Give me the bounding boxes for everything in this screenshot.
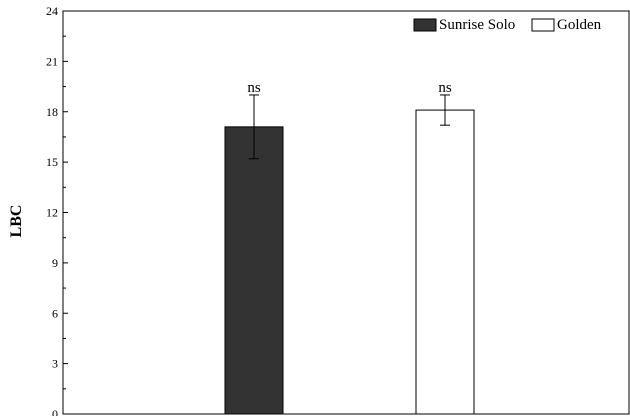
significance-label: ns (247, 80, 261, 96)
bars: ns ns (224, 80, 475, 415)
plot-frame (62, 10, 630, 415)
y-tick-label: 15 (46, 155, 58, 169)
y-tick-label: 3 (52, 357, 58, 371)
y-tick-label: 24 (46, 4, 58, 18)
bar-golden (415, 109, 475, 415)
significance-label: ns (438, 80, 452, 96)
plot-border (62, 10, 630, 415)
y-tick-label: 18 (46, 105, 58, 119)
legend-swatch (531, 18, 555, 32)
legend-label: Golden (557, 17, 602, 33)
legend-swatch (413, 18, 437, 32)
y-axis-label: LBC (8, 205, 25, 238)
legend: Sunrise Solo Golden (413, 17, 602, 33)
y-tick-label: 21 (46, 54, 58, 68)
y-tick-label: 12 (46, 206, 58, 220)
bar-sunrise-solo (224, 126, 284, 415)
y-tick-label: 6 (52, 306, 58, 320)
y-tick-label: 9 (52, 256, 58, 270)
legend-label: Sunrise Solo (439, 17, 515, 33)
y-axis: 0 3 6 9 12 15 18 21 24 (46, 4, 68, 416)
y-tick-label: 0 (52, 407, 58, 416)
